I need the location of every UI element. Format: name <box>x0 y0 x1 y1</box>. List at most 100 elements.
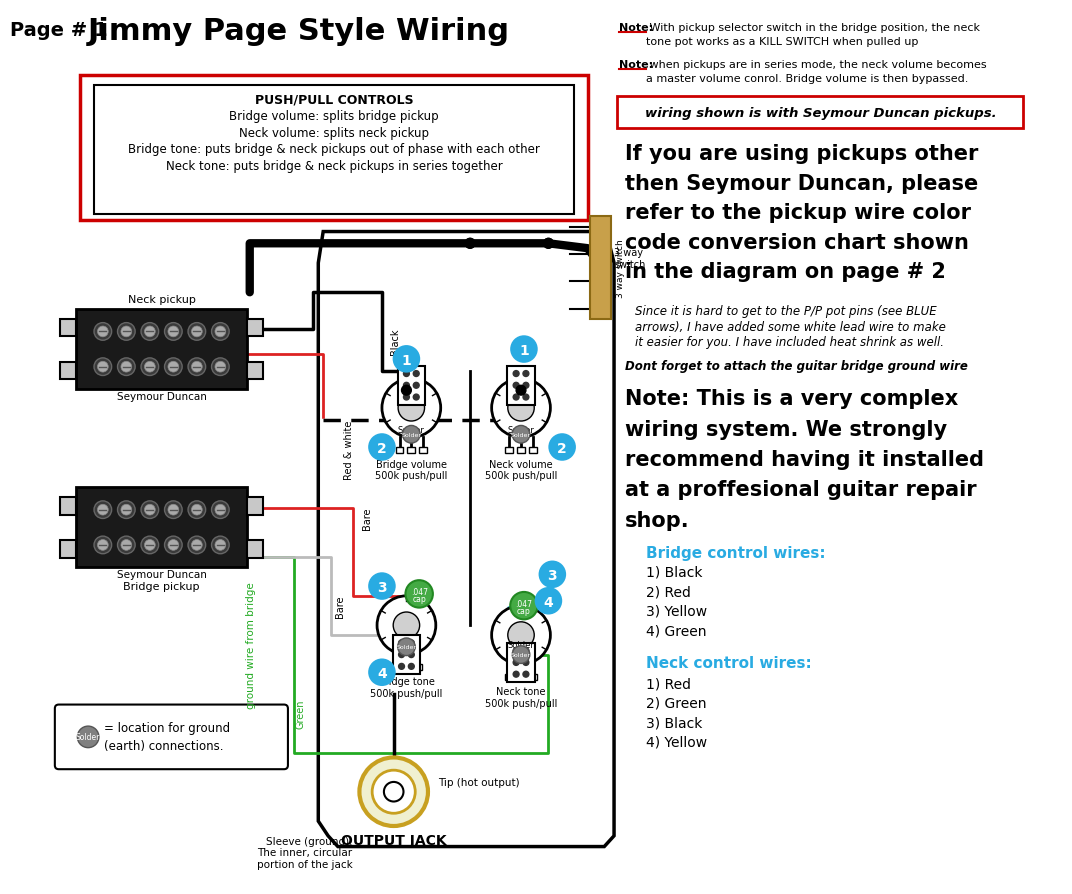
Text: .047: .047 <box>411 587 428 597</box>
Text: in the diagram on page # 2: in the diagram on page # 2 <box>625 262 946 282</box>
Text: 500k push/pull: 500k push/pull <box>370 688 443 698</box>
FancyBboxPatch shape <box>248 319 263 337</box>
Text: Bridge control wires:: Bridge control wires: <box>646 545 827 561</box>
Circle shape <box>211 536 229 554</box>
Text: Bridge tone: puts bridge & neck pickups out of phase with each other: Bridge tone: puts bridge & neck pickups … <box>128 143 540 156</box>
Text: Bridge volume: Bridge volume <box>376 460 447 469</box>
FancyBboxPatch shape <box>392 636 420 674</box>
FancyBboxPatch shape <box>94 86 574 215</box>
Circle shape <box>512 646 530 663</box>
Text: refer to the pickup wire color: refer to the pickup wire color <box>625 203 971 223</box>
Circle shape <box>188 324 206 341</box>
FancyBboxPatch shape <box>396 448 403 453</box>
Circle shape <box>211 358 229 376</box>
Circle shape <box>121 362 132 373</box>
Circle shape <box>359 757 428 826</box>
Circle shape <box>121 540 132 551</box>
Text: If you are using pickups other: If you are using pickups other <box>625 144 978 164</box>
Text: 3: 3 <box>548 569 557 583</box>
Circle shape <box>142 502 159 519</box>
Circle shape <box>121 505 132 516</box>
Text: Note:: Note: <box>619 23 653 33</box>
FancyBboxPatch shape <box>407 448 415 453</box>
Circle shape <box>168 505 179 516</box>
Circle shape <box>398 395 425 422</box>
Text: Green: Green <box>296 699 306 729</box>
Circle shape <box>393 347 419 372</box>
Circle shape <box>94 324 111 341</box>
Circle shape <box>523 660 528 666</box>
Circle shape <box>523 383 528 389</box>
Text: 4: 4 <box>377 666 387 680</box>
Circle shape <box>513 660 519 666</box>
Text: code conversion chart shown: code conversion chart shown <box>625 232 969 252</box>
Text: it easier for you. I have included heat shrink as well.: it easier for you. I have included heat … <box>635 336 943 349</box>
Text: Solder: Solder <box>511 653 531 657</box>
Circle shape <box>382 379 441 438</box>
FancyBboxPatch shape <box>248 497 263 515</box>
Circle shape <box>94 536 111 554</box>
Text: Solder: Solder <box>401 433 421 437</box>
Circle shape <box>414 371 419 377</box>
Circle shape <box>164 502 182 519</box>
Circle shape <box>539 562 565 587</box>
Circle shape <box>403 371 410 377</box>
FancyBboxPatch shape <box>505 448 513 453</box>
Circle shape <box>544 239 553 249</box>
Circle shape <box>492 606 550 664</box>
Text: 3) Black: 3) Black <box>646 715 703 730</box>
FancyBboxPatch shape <box>505 674 513 680</box>
Text: 2) Green: 2) Green <box>646 696 706 710</box>
Circle shape <box>118 358 135 376</box>
Text: 3 way switch: 3 way switch <box>616 239 625 298</box>
Text: 4) Yellow: 4) Yellow <box>646 735 708 749</box>
Circle shape <box>164 358 182 376</box>
Circle shape <box>145 505 155 516</box>
FancyBboxPatch shape <box>55 704 288 770</box>
Circle shape <box>414 394 419 401</box>
Circle shape <box>399 663 404 670</box>
Text: Solder: Solder <box>76 732 101 741</box>
Circle shape <box>192 362 203 373</box>
Circle shape <box>405 580 433 608</box>
Text: Seymour Duncan: Seymour Duncan <box>117 569 207 580</box>
Circle shape <box>215 505 226 516</box>
Text: Note: This is a very complex: Note: This is a very complex <box>625 389 958 409</box>
Circle shape <box>142 358 159 376</box>
Circle shape <box>192 540 203 551</box>
Text: 3 way
switch: 3 way switch <box>614 248 645 269</box>
Circle shape <box>118 324 135 341</box>
Text: Since it is hard to get to the P/P pot pins (see BLUE: Since it is hard to get to the P/P pot p… <box>635 305 936 317</box>
Circle shape <box>536 588 561 614</box>
Circle shape <box>402 426 420 443</box>
Text: wiring shown is with Seymour Duncan pickups.: wiring shown is with Seymour Duncan pick… <box>645 106 997 120</box>
Text: 4) Green: 4) Green <box>646 624 706 637</box>
Circle shape <box>550 434 575 460</box>
FancyBboxPatch shape <box>419 448 427 453</box>
FancyBboxPatch shape <box>60 497 76 515</box>
Circle shape <box>98 362 108 373</box>
Circle shape <box>414 383 419 389</box>
Circle shape <box>77 726 99 747</box>
Text: then Seymour Duncan, please: then Seymour Duncan, please <box>625 173 978 194</box>
Circle shape <box>465 239 475 249</box>
FancyBboxPatch shape <box>248 362 263 380</box>
Circle shape <box>399 652 404 658</box>
Text: Bare: Bare <box>362 507 372 529</box>
Text: Solder: Solder <box>507 641 535 650</box>
Circle shape <box>372 771 415 814</box>
Text: at a proffesional guitar repair: at a proffesional guitar repair <box>625 480 977 500</box>
Circle shape <box>145 326 155 337</box>
Circle shape <box>188 358 206 376</box>
Text: Neck control wires:: Neck control wires: <box>646 655 813 670</box>
FancyBboxPatch shape <box>402 664 411 670</box>
Text: 1) Black: 1) Black <box>646 565 703 578</box>
Text: Red & white: Red & white <box>344 420 354 479</box>
Circle shape <box>118 536 135 554</box>
Text: 3) Yellow: 3) Yellow <box>646 604 708 618</box>
Text: Neck tone: puts bridge & neck pickups in series together: Neck tone: puts bridge & neck pickups in… <box>165 160 503 173</box>
Circle shape <box>98 540 108 551</box>
Text: 1: 1 <box>519 343 528 358</box>
FancyBboxPatch shape <box>398 367 425 405</box>
Circle shape <box>121 326 132 337</box>
